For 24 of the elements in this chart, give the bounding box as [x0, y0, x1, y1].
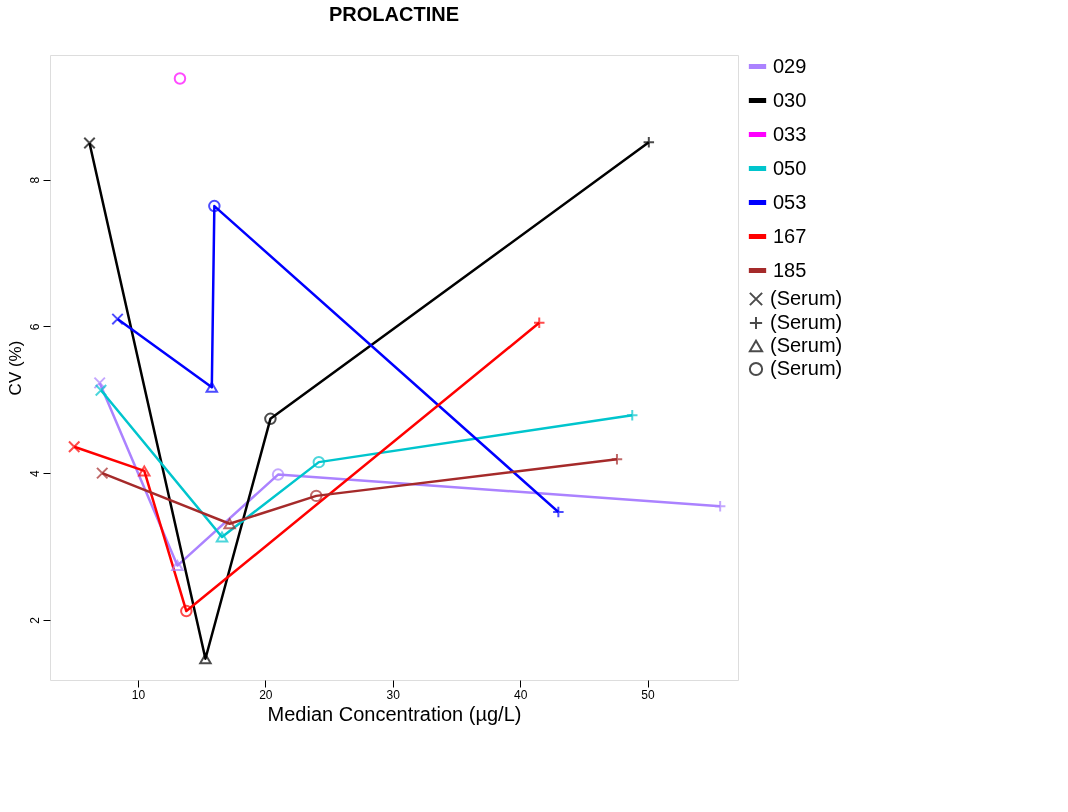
legend-label: 053 [773, 190, 807, 213]
y-axis-title: CV (%) [5, 340, 25, 396]
point [173, 72, 187, 85]
legend-label: (Serum) [770, 334, 843, 356]
legend-label: 185 [773, 258, 807, 281]
legend-label: 167 [773, 224, 807, 247]
x-axis-title: Median Concentration (µg/L) [267, 702, 522, 725]
legend-label: 033 [773, 122, 807, 145]
y-tick-label: 4 [27, 469, 42, 477]
legend-label: (Serum) [770, 311, 843, 333]
x-tick-label: 20 [259, 687, 273, 702]
legend-label: 030 [773, 88, 807, 111]
legend-label: 029 [773, 54, 807, 77]
x-tick-label: 10 [131, 687, 146, 702]
x-tick-label: 30 [386, 687, 401, 702]
legend-label: (Serum) [770, 357, 843, 379]
x-tick-label: 40 [513, 687, 528, 702]
y-tick-label: 8 [27, 176, 42, 184]
chart-title: PROLACTINE [329, 3, 459, 25]
legend-label: 050 [773, 156, 807, 179]
y-tick-label: 6 [27, 323, 42, 331]
x-tick-label: 50 [641, 687, 656, 702]
y-tick-label: 2 [27, 616, 42, 624]
legend-label: (Serum) [770, 287, 843, 309]
